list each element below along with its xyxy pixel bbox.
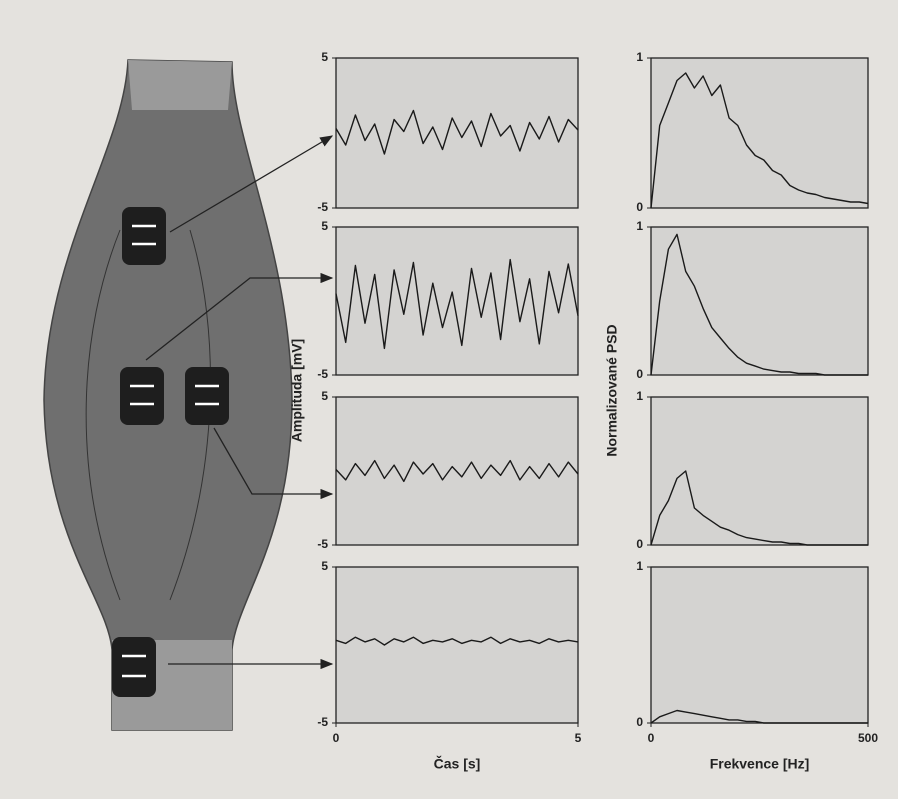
y-tick-label: -5: [317, 715, 328, 729]
y-tick-label: 0: [636, 715, 643, 729]
y-tick-label: 0: [636, 200, 643, 214]
x-axis-label: Čas [s]: [434, 755, 481, 772]
x-tick-label: 0: [333, 731, 340, 745]
plot-area: [650, 226, 869, 376]
y-tick-label: 0: [636, 537, 643, 551]
signal-line: [650, 72, 869, 209]
x-tick-label: 5: [575, 731, 582, 745]
y-tick-label: 5: [321, 50, 328, 64]
y-axis-label: Normalizované PSD: [604, 324, 620, 456]
x-tick-label: 500: [858, 731, 878, 745]
y-tick-label: 0: [636, 367, 643, 381]
y-tick-label: 1: [636, 50, 643, 64]
y-tick-label: 5: [321, 559, 328, 573]
arrows: [145, 135, 334, 670]
signal-line: [650, 470, 868, 546]
y-tick-label: 1: [636, 559, 643, 573]
plot-area: [650, 566, 869, 724]
plot-area: [335, 226, 579, 376]
muscle: [43, 59, 293, 731]
y-tick-label: 1: [636, 219, 643, 233]
y-tick-label: -5: [317, 537, 328, 551]
signal-line: [335, 109, 579, 155]
plot-area: [650, 57, 869, 209]
signal-line: [335, 636, 579, 646]
plot-area: [335, 57, 579, 209]
y-axis-label: Amplituda [mV]: [289, 339, 305, 442]
y-tick-label: 5: [321, 219, 328, 233]
y-tick-label: -5: [317, 200, 328, 214]
x-axis-label: Frekvence [Hz]: [710, 756, 810, 772]
signal-line: [335, 459, 579, 483]
signal-line: [335, 258, 579, 350]
plot-area: [650, 396, 869, 546]
y-tick-label: -5: [317, 367, 328, 381]
x-tick-label: 0: [648, 731, 655, 745]
signal-line: [650, 233, 868, 376]
y-tick-label: 1: [636, 389, 643, 403]
plot-area: [335, 566, 579, 724]
signal-line: [650, 709, 868, 724]
y-tick-label: 5: [321, 389, 328, 403]
electrodes: [112, 207, 229, 697]
